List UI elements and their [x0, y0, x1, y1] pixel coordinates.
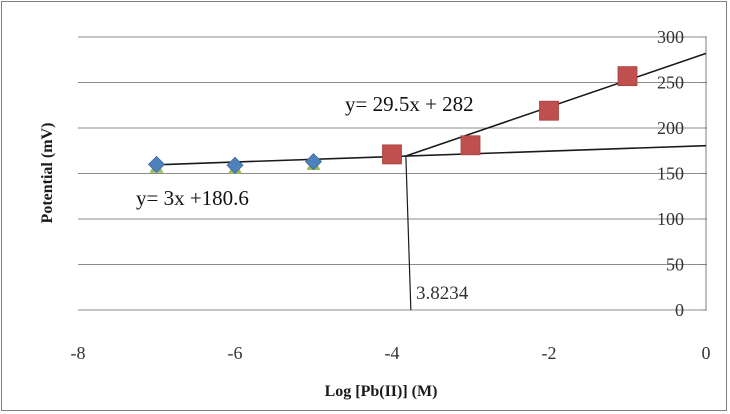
point-square-2: [460, 135, 481, 156]
x-axis-title: Log [Pb(II)] (M): [325, 383, 438, 400]
y-tick-label-150: 150: [657, 164, 684, 184]
y-tick-label-200: 200: [657, 118, 684, 138]
point-square-1: [382, 144, 402, 165]
point-diamond-1: [147, 155, 166, 173]
y-tick-label-50: 50: [666, 255, 684, 275]
y-axis-title: Potential (mV): [39, 123, 56, 224]
x-tick-label--8: -8: [71, 343, 86, 363]
x-tick-label--6: -6: [228, 343, 243, 363]
y-tick-label-100: 100: [657, 209, 684, 229]
trendline-1: [156, 144, 707, 166]
tick-labels: 0 50 100 150 200 250 300 -8 -6 -4 -2 0: [71, 27, 711, 363]
intersection-label: 3.8234: [416, 283, 469, 304]
x-tick-label--4: -4: [385, 343, 400, 363]
grid-lines: [78, 36, 706, 265]
x-tick-label--2: -2: [542, 343, 557, 363]
y-tick-label-250: 250: [657, 73, 684, 93]
intersection-drop-line: [405, 156, 412, 311]
point-diamond-3: [304, 153, 323, 171]
point-square-3: [539, 100, 559, 121]
point-square-4: [617, 66, 638, 87]
axes: [78, 36, 707, 311]
trendline-equation-2: y= 29.5x + 282: [345, 92, 474, 116]
data-points: [147, 66, 638, 174]
x-tick-label-0: 0: [702, 343, 711, 363]
y-tick-label-300: 300: [657, 27, 684, 47]
trendline-equation-1: y= 3x +180.6: [136, 186, 249, 210]
point-diamond-2: [226, 156, 244, 174]
y-tick-label-0: 0: [675, 300, 684, 320]
